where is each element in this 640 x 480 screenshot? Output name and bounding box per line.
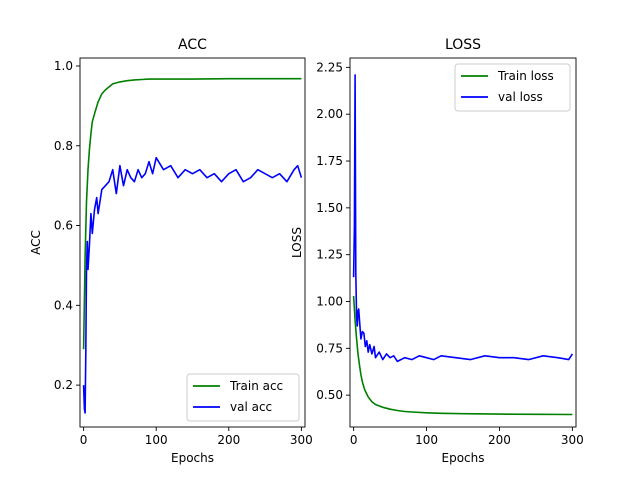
legend: Train loss val loss (455, 64, 570, 111)
legend-label-1: Train loss (497, 69, 554, 83)
x-axis-label: Epochs (442, 451, 485, 465)
y-tick-label: 1.0 (54, 59, 73, 73)
x-tick-label: 0 (350, 433, 358, 447)
y-tick-label: 0.4 (54, 298, 73, 312)
y-tick-label: 1.50 (316, 201, 343, 215)
y-tick-label: 0.6 (54, 219, 73, 233)
x-tick-label: 300 (290, 433, 313, 447)
y-tick-label: 0.75 (316, 341, 343, 355)
chart-title: LOSS (445, 37, 481, 53)
legend: Train acc val acc (187, 374, 299, 421)
x-tick-label: 200 (217, 433, 240, 447)
legend-label-2: val loss (498, 90, 543, 104)
legend-label-1: Train acc (229, 379, 283, 393)
y-axis-label: ACC (29, 230, 43, 255)
y-tick-label: 0.8 (54, 139, 73, 153)
x-tick-label: 200 (488, 433, 511, 447)
legend-label-2: val acc (230, 400, 272, 414)
y-tick-label: 2.00 (316, 107, 343, 121)
y-tick-label: 0.2 (54, 378, 73, 392)
x-axis-label: Epochs (171, 451, 214, 465)
x-tick-label: 300 (561, 433, 584, 447)
x-tick-label: 100 (145, 433, 168, 447)
chart-title: ACC (178, 37, 207, 53)
y-tick-label: 1.25 (316, 248, 343, 262)
x-tick-label: 0 (80, 433, 88, 447)
y-axis-label: LOSS (290, 227, 304, 258)
y-tick-label: 2.25 (316, 60, 343, 74)
x-tick-label: 100 (415, 433, 438, 447)
y-tick-label: 1.00 (316, 295, 343, 309)
y-tick-label: 0.50 (316, 388, 343, 402)
y-tick-label: 1.75 (316, 154, 343, 168)
